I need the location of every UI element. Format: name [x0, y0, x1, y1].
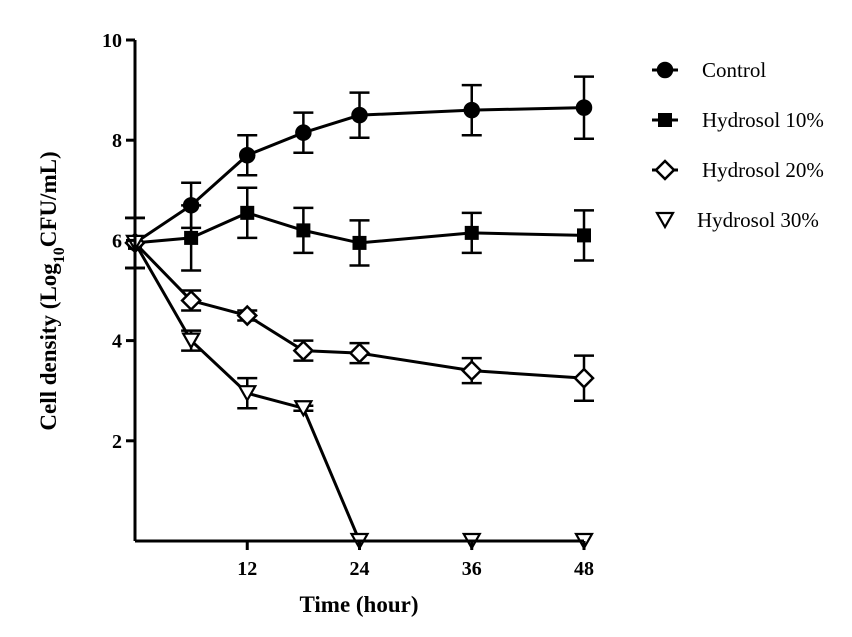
series-hydrosol-30 — [125, 216, 594, 551]
data-point — [577, 228, 591, 243]
x-tick-label: 12 — [237, 558, 257, 580]
series-line — [133, 242, 584, 543]
legend-marker — [656, 61, 674, 79]
legend-item-hydrosol-20: Hydrosol 20% — [652, 158, 824, 182]
data-point — [181, 332, 202, 350]
data-point — [184, 230, 199, 245]
data-point — [237, 385, 258, 403]
data-point — [296, 223, 311, 238]
data-point — [352, 235, 367, 250]
data-point — [460, 359, 483, 382]
data-point — [348, 342, 371, 364]
legend-marker — [658, 113, 672, 127]
data-point — [293, 400, 314, 418]
y-tick-label: 10 — [102, 30, 122, 52]
data-point — [239, 146, 256, 164]
y-tick-label: 8 — [112, 130, 122, 152]
data-point — [295, 124, 312, 141]
legend-label: Hydrosol 10% — [702, 108, 824, 132]
data-point — [575, 99, 593, 116]
y-axis-label-tail: CFU/mL) — [36, 151, 61, 247]
legend-item-hydrosol-10: Hydrosol 10% — [652, 108, 824, 132]
data-point — [292, 339, 315, 362]
x-ticks: 12 24 36 48 — [237, 541, 594, 580]
y-axis-label: Cell density (Log10CFU/mL) — [36, 151, 68, 430]
plot-area — [124, 75, 595, 551]
x-axis-label: Time (hour) — [299, 592, 418, 617]
legend-label: Hydrosol 20% — [702, 158, 824, 182]
y-axis-label-subscript: 10 — [51, 247, 68, 263]
data-point — [351, 106, 368, 124]
x-tick-label: 24 — [350, 558, 370, 580]
x-tick-label: 36 — [462, 558, 482, 580]
data-point — [240, 205, 255, 220]
data-point — [236, 304, 259, 327]
legend-item-hydrosol-30: Hydrosol 30% — [655, 208, 819, 232]
legend-marker — [654, 159, 676, 181]
data-point — [463, 101, 480, 119]
legend: Control Hydrosol 10% Hydrosol 20% Hydrosol … — [652, 58, 824, 232]
series-hydrosol-20 — [124, 216, 595, 402]
data-point — [573, 367, 595, 389]
y-tick-label: 2 — [112, 431, 122, 453]
data-point — [464, 225, 479, 240]
y-axis-label-main: Cell density (Log — [36, 263, 61, 431]
x-tick-label: 48 — [574, 558, 594, 580]
legend-marker — [655, 211, 675, 230]
data-point — [180, 289, 202, 312]
y-tick-label: 4 — [112, 331, 122, 353]
legend-label: Hydrosol 30% — [697, 208, 819, 232]
legend-label: Control — [702, 58, 766, 82]
y-ticks: 2 4 6 8 10 — [102, 30, 135, 453]
y-tick-label: 6 — [112, 230, 122, 252]
legend-item-control: Control — [652, 58, 766, 82]
